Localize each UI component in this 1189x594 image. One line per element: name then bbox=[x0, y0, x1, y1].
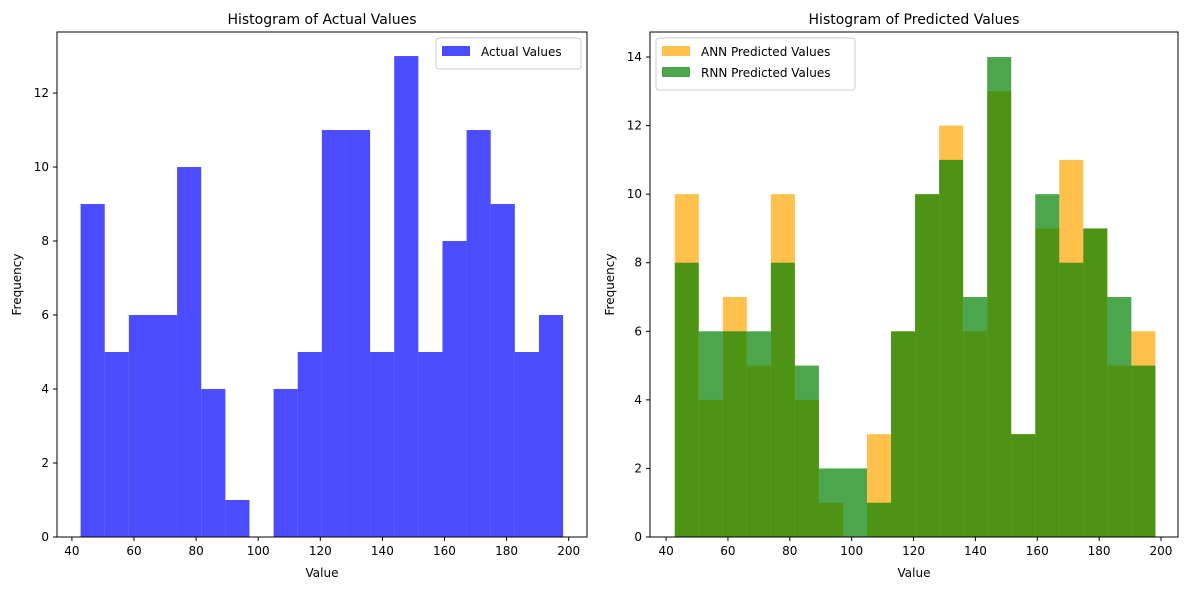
x-tick-label: 100 bbox=[247, 544, 270, 558]
legend: ANN Predicted Values RNN Predicted Values bbox=[655, 37, 856, 91]
x-tick-label: 160 bbox=[1026, 544, 1049, 558]
histogram-bar bbox=[987, 57, 1012, 537]
histogram-bar bbox=[152, 315, 178, 537]
histogram-bar bbox=[1011, 434, 1036, 537]
histogram-bar bbox=[321, 130, 346, 538]
histogram-bar bbox=[915, 194, 940, 538]
histogram-bar bbox=[746, 331, 771, 537]
y-tick-label: 4 bbox=[634, 393, 642, 407]
legend-box bbox=[435, 37, 582, 70]
legend-swatch bbox=[662, 67, 690, 77]
histogram-bar bbox=[370, 352, 395, 537]
actual-histogram-axes: 40 60 80 100 120 140 160 180 200 0 2 4 6 8 10 12 Histogr… bbox=[10, 12, 588, 580]
histogram-bar bbox=[1059, 262, 1084, 537]
legend-box bbox=[655, 37, 856, 91]
x-axis-label: Value bbox=[306, 566, 339, 580]
histogram-bar bbox=[842, 468, 868, 537]
x-tick-label: 120 bbox=[902, 544, 925, 558]
legend-label: RNN Predicted Values bbox=[701, 66, 830, 80]
legend: Actual Values bbox=[435, 37, 582, 70]
y-axis-label: Frequency bbox=[603, 254, 617, 316]
histogram-bar bbox=[1131, 365, 1156, 537]
histogram-bar bbox=[177, 167, 202, 538]
histogram-bar bbox=[1107, 297, 1132, 537]
y-tick-label: 6 bbox=[41, 308, 49, 322]
histogram-bar bbox=[794, 365, 819, 537]
histogram-bar bbox=[201, 389, 226, 537]
x-axis-label: Value bbox=[898, 566, 931, 580]
x-tick-label: 100 bbox=[840, 544, 863, 558]
y-tick-label: 2 bbox=[634, 461, 642, 475]
y-axis-label: Frequency bbox=[10, 254, 24, 316]
histogram-bar bbox=[963, 297, 988, 537]
x-tick-label: 40 bbox=[658, 544, 673, 558]
legend-label: Actual Values bbox=[481, 45, 562, 59]
histogram-bar bbox=[698, 331, 723, 537]
y-tick-label: 6 bbox=[634, 324, 642, 338]
y-tick-label: 10 bbox=[34, 160, 49, 174]
chart-title: Histogram of Actual Values bbox=[227, 12, 416, 28]
histogram-bar bbox=[1035, 194, 1060, 538]
histogram-bar bbox=[466, 130, 491, 538]
histogram-bar bbox=[674, 262, 699, 537]
x-tick-label: 60 bbox=[126, 544, 141, 558]
x-tick-label: 80 bbox=[188, 544, 203, 558]
histogram-bar bbox=[225, 500, 250, 537]
y-tick-label: 14 bbox=[627, 50, 642, 64]
histogram-bar bbox=[867, 502, 892, 537]
histogram-bar bbox=[1083, 228, 1108, 537]
y-tick-label: 2 bbox=[41, 456, 49, 470]
x-tick-label: 60 bbox=[720, 544, 735, 558]
histogram-bar bbox=[297, 352, 322, 537]
histogram-bar bbox=[514, 352, 539, 537]
predicted-histogram-axes: 40 60 80 100 120 140 160 180 200 0 2 4 6 8 10 12 14 Histo… bbox=[603, 12, 1179, 580]
histogram-bar bbox=[418, 352, 443, 537]
legend-swatch bbox=[662, 46, 690, 56]
histogram-bar bbox=[394, 56, 419, 538]
chart-title: Histogram of Predicted Values bbox=[809, 12, 1020, 28]
y-tick-label: 0 bbox=[41, 530, 49, 544]
y-tick-label: 4 bbox=[41, 382, 49, 396]
x-tick-label: 80 bbox=[782, 544, 797, 558]
y-tick-label: 10 bbox=[627, 187, 642, 201]
x-tick-label: 180 bbox=[1088, 544, 1111, 558]
legend-label: ANN Predicted Values bbox=[701, 45, 830, 59]
x-tick-label: 140 bbox=[371, 544, 394, 558]
histogram-bar bbox=[722, 331, 747, 537]
x-tick-label: 140 bbox=[964, 544, 987, 558]
x-tick-label: 200 bbox=[1150, 544, 1173, 558]
histogram-bar bbox=[345, 130, 371, 538]
y-tick-label: 12 bbox=[34, 86, 49, 100]
histogram-bar bbox=[273, 389, 298, 537]
x-tick-label: 40 bbox=[64, 544, 79, 558]
x-tick-label: 160 bbox=[433, 544, 456, 558]
axes-frame bbox=[56, 31, 588, 538]
legend-swatch bbox=[442, 46, 470, 56]
histogram-bar bbox=[442, 241, 467, 537]
x-tick-label: 200 bbox=[557, 544, 580, 558]
histogram-bar bbox=[128, 315, 153, 537]
histogram-bar bbox=[939, 159, 964, 537]
y-tick-label: 0 bbox=[634, 530, 642, 544]
histogram-bar bbox=[80, 204, 105, 538]
y-tick-label: 8 bbox=[634, 256, 642, 270]
x-tick-label: 120 bbox=[309, 544, 332, 558]
histogram-bar bbox=[770, 262, 795, 537]
histogram-bar bbox=[104, 352, 129, 537]
y-tick-label: 12 bbox=[627, 119, 642, 133]
histogram-bar bbox=[538, 315, 564, 537]
x-tick-label: 180 bbox=[495, 544, 518, 558]
histogram-bar bbox=[490, 204, 515, 538]
histogram-bar bbox=[818, 468, 843, 537]
histogram-bar bbox=[891, 331, 916, 537]
y-tick-label: 8 bbox=[41, 234, 49, 248]
